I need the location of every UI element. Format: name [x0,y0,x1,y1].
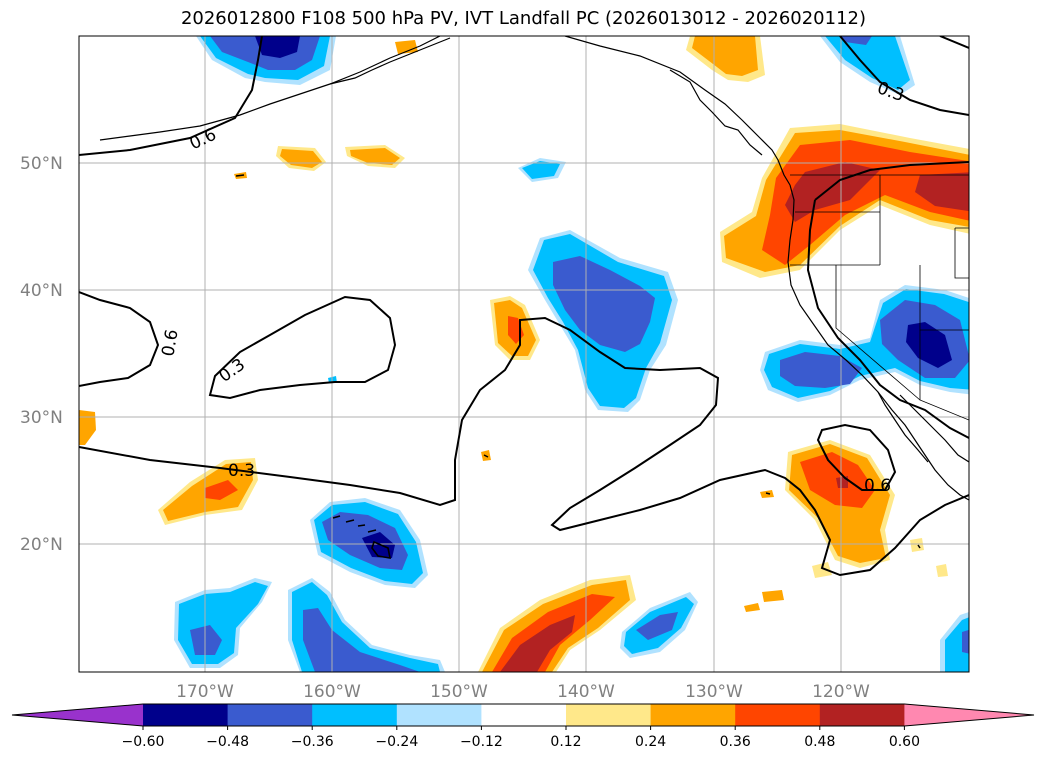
lon-label-160w: 160°W [303,682,361,702]
colorbar-tick-label: −0.12 [460,734,503,750]
colorbar-tick-label: 0.12 [550,734,581,750]
contour-0.6-northeast-corner [939,36,969,49]
colorbar-tick-label: −0.48 [206,734,249,750]
small-islands [235,174,921,549]
colorbar-segment [312,704,398,726]
longitude-labels: 170°W 160°W 150°W 140°W 130°W 120°W [176,682,870,702]
contour-0.3-northeast [839,36,969,116]
coastlines [99,36,969,559]
tiny-anomaly-i [395,40,418,54]
colorbar-tick-label: 0.60 [889,734,920,750]
pv-contours [79,36,969,577]
aleutian-anomaly-dark [255,36,300,58]
latitude-labels: 50°N 40°N 30°N 20°N [20,154,63,555]
aleutian-islands [99,36,441,141]
graticule [79,36,969,672]
canada-anomaly-cyan [825,36,910,90]
map-title: 2026012800 F108 500 hPa PV, IVT Landfall… [180,8,867,29]
colorbar-tick-label: 0.48 [804,734,835,750]
lon-label-140w: 140°W [557,682,615,702]
contour-0.3-loop [208,295,397,400]
state-borders [790,174,969,421]
panhandle-islands [669,69,763,156]
nevada-border [835,265,921,401]
subtropical-anomaly-darkred [500,615,575,672]
lat-label-30n: 30°N [20,408,63,428]
colorbar-tick-label: −0.36 [291,734,334,750]
small-anomaly-b-core [350,148,400,165]
colorbar-extend-min [12,704,143,726]
tiny-anomaly-c [744,603,760,612]
contour-label-0.6-baja: 0.6 [864,476,891,496]
lat-label-50n: 50°N [20,154,63,174]
se-corner-trough-cyan [945,617,969,672]
colorbar-segment [650,704,736,726]
baja-peninsula [877,391,929,463]
contour-label-0.6-west: 0.6 [158,328,182,358]
lat-label-20n: 20°N [20,535,63,555]
south-trough-a-blue [190,625,222,655]
contour-0.6-north [79,36,263,156]
negative-pv-shading [174,36,969,672]
colorbar-segment [396,704,482,726]
colorbar-tick-label: 0.36 [720,734,751,750]
pnw-anomaly-darkred-east [915,172,969,212]
se-corner-trough-blue [962,629,969,654]
colorbar-segment [566,704,652,726]
colorbar-segment [143,704,229,726]
hawaii-west-anomaly-red [205,480,238,500]
tiny-anomaly-f [936,564,948,577]
colorbar-segment [735,704,821,726]
lon-label-120w: 120°W [812,682,870,702]
alaska-peninsula [329,37,451,85]
canada-anomaly-blue [840,36,872,45]
south-trough-c-blue [636,612,678,640]
alaska-panhandle-coast [564,36,791,186]
colorbar-tick-label: −0.24 [375,734,418,750]
map-frame [78,35,970,673]
colorbar-extend-max [904,704,1034,726]
contour-label-0.3-main: 0.3 [228,461,255,481]
contour-0.6-california [806,161,969,439]
tiny-anomaly-e [910,538,924,552]
colorbar: −0.60 −0.48 −0.36 −0.24 −0.12 0.12 0.24 0.36 0.4… [11,703,1035,750]
map-plot-area [79,36,969,672]
dateline-anomaly [79,410,96,445]
contour-0.6-baja [816,423,897,491]
hawaii-trough-dark [362,532,395,558]
hawaii-islands [332,515,392,559]
colorbar-tick-label: −0.60 [122,734,165,750]
us-west-coast [787,184,969,501]
gulf-alaska-small-negative-core [522,161,560,179]
contour-0.3-main [79,316,969,577]
colorbar-segment [227,704,313,726]
gulf-of-california [899,394,969,463]
wyoming-border [954,227,969,279]
contour-0.6-west [79,291,160,387]
lon-label-150w: 150°W [430,682,488,702]
colorbar-segment [819,704,905,726]
lon-label-170w: 170°W [176,682,234,702]
gulf-alaska-anomaly-core [692,36,758,76]
colorbar-segment [481,704,567,726]
arizona-border [919,330,969,421]
colorbar-tick-label: 0.24 [635,734,666,750]
central-pacific-trough-blue [553,256,655,352]
pnw-anomaly-darkred [785,162,880,222]
lat-label-40n: 40°N [20,281,63,301]
tiny-anomaly-d [812,562,832,578]
great-basin-trough-dark [906,322,952,368]
tiny-anomaly-b [762,590,784,602]
lon-label-130w: 130°W [685,682,743,702]
